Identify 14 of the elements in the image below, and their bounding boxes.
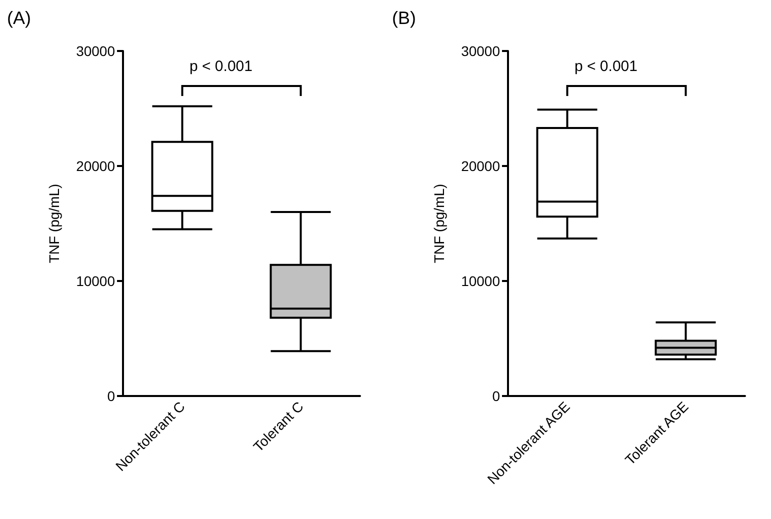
annotation: p < 0.001 <box>574 58 638 75</box>
y-tick-label: 20000 <box>76 158 116 174</box>
chart-title: (B) <box>392 8 416 28</box>
y-tick-label: 30000 <box>461 43 500 59</box>
y-tick-label: 10000 <box>461 273 500 289</box>
y-tick-label: 0 <box>107 388 116 404</box>
y-axis-title: TNF (pg/mL) <box>431 184 447 264</box>
annotation: p < 0.001 <box>190 58 252 75</box>
y-tick-label: 0 <box>492 388 500 404</box>
y-tick-label: 10000 <box>76 273 116 289</box>
chart-title: (A) <box>7 8 31 28</box>
y-tick-label: 30000 <box>76 43 116 59</box>
y-tick-label: 20000 <box>461 158 500 174</box>
y-axis-title: TNF (pg/mL) <box>46 184 62 264</box>
